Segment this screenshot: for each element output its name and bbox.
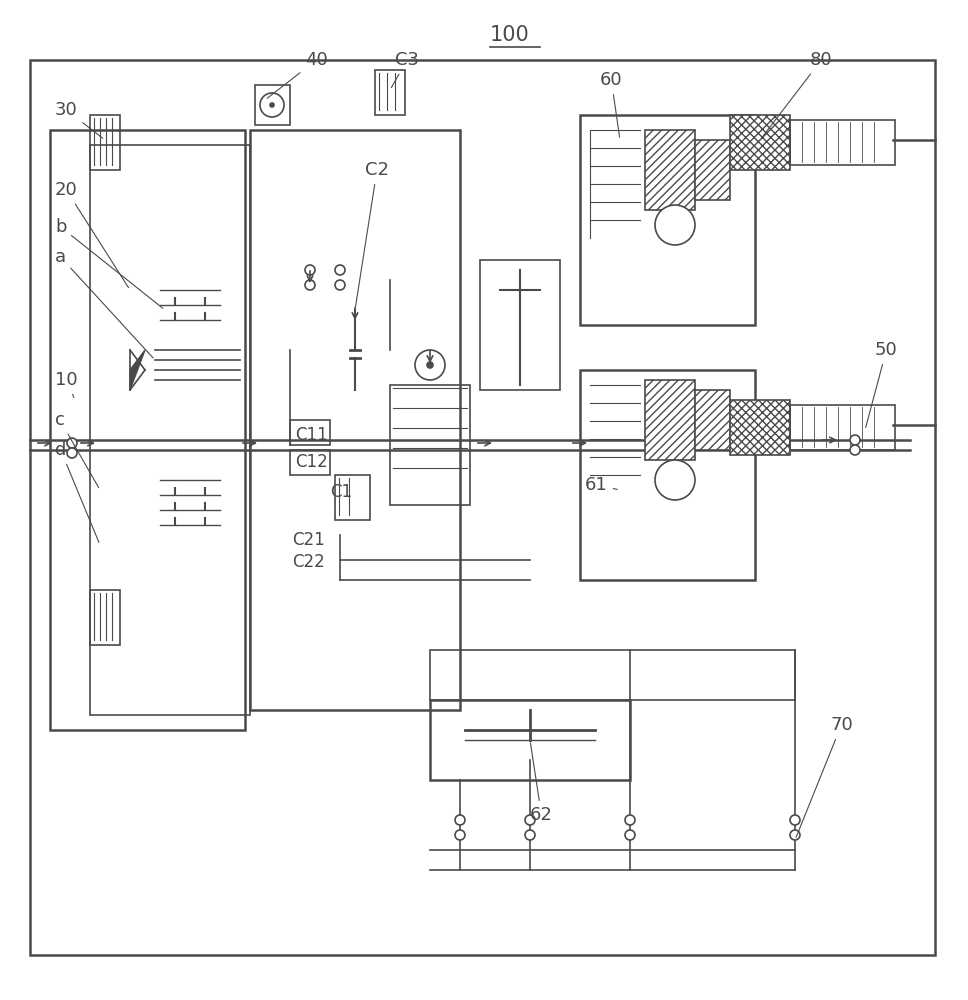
Text: d: d (55, 441, 99, 542)
Circle shape (455, 830, 465, 840)
Text: c: c (55, 411, 99, 488)
Text: 20: 20 (55, 181, 129, 288)
Text: b: b (55, 218, 163, 308)
Text: a: a (55, 248, 153, 358)
Circle shape (305, 265, 315, 275)
Circle shape (335, 265, 345, 275)
Bar (255, 85, 290, 125)
Text: C3: C3 (391, 51, 419, 88)
Text: C2: C2 (355, 161, 389, 307)
Bar (790, 405, 895, 450)
Circle shape (850, 445, 860, 455)
Bar (430, 650, 795, 700)
Circle shape (427, 362, 433, 368)
Polygon shape (130, 350, 145, 390)
Circle shape (655, 460, 695, 500)
Circle shape (525, 815, 535, 825)
Text: 100: 100 (490, 25, 529, 45)
Circle shape (455, 815, 465, 825)
Text: 40: 40 (267, 51, 328, 98)
Bar (695, 390, 730, 450)
Circle shape (335, 280, 345, 290)
Bar (390, 385, 470, 505)
Text: 60: 60 (600, 71, 622, 137)
Bar (335, 475, 370, 520)
Circle shape (790, 830, 800, 840)
Bar (250, 130, 460, 710)
Bar (90, 145, 250, 715)
Bar (580, 370, 755, 580)
Text: 62: 62 (530, 743, 553, 824)
Circle shape (655, 205, 695, 245)
Text: C21: C21 (292, 531, 324, 549)
Bar (730, 115, 790, 170)
Text: 30: 30 (55, 101, 103, 138)
Bar (375, 70, 405, 115)
Bar (645, 130, 695, 210)
Bar (645, 380, 695, 460)
Circle shape (270, 103, 274, 107)
Circle shape (525, 830, 535, 840)
Text: 80: 80 (762, 51, 832, 138)
Circle shape (625, 815, 635, 825)
Bar (480, 260, 560, 390)
Text: C12: C12 (295, 453, 328, 471)
Bar (290, 420, 330, 445)
Text: 10: 10 (55, 371, 77, 397)
Bar (290, 450, 330, 475)
Circle shape (67, 438, 77, 448)
Text: 70: 70 (796, 716, 853, 837)
Circle shape (305, 280, 315, 290)
Text: C11: C11 (295, 426, 328, 444)
Bar (730, 400, 790, 455)
Bar (580, 115, 755, 325)
Circle shape (790, 815, 800, 825)
Bar (30, 60, 935, 955)
Bar (430, 700, 630, 780)
Bar (695, 140, 730, 200)
Text: C1: C1 (330, 483, 352, 501)
Circle shape (260, 93, 284, 117)
Bar (90, 590, 120, 645)
Circle shape (415, 350, 445, 380)
Circle shape (67, 448, 77, 458)
Text: 50: 50 (865, 341, 897, 427)
Bar (90, 115, 120, 170)
Text: C22: C22 (292, 553, 324, 571)
Text: 61: 61 (585, 476, 618, 494)
Circle shape (850, 435, 860, 445)
Circle shape (625, 830, 635, 840)
Bar (790, 120, 895, 165)
Bar (50, 130, 245, 730)
